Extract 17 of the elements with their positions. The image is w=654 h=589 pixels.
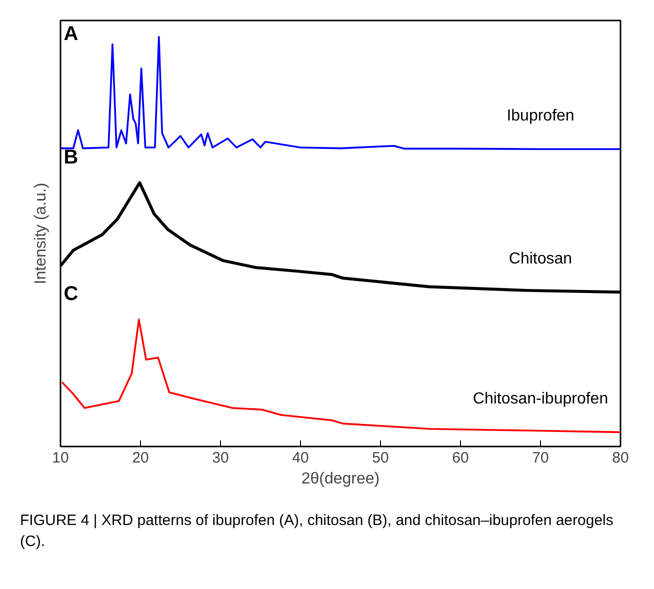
annotation: C xyxy=(64,283,78,306)
x-tick-label: 20 xyxy=(132,450,149,466)
annotation: B xyxy=(64,146,78,168)
x-tick-label: 70 xyxy=(532,450,549,466)
x-tick-label: 40 xyxy=(292,450,309,466)
series-label: Chitosan xyxy=(508,250,572,268)
annotation: A xyxy=(64,23,78,46)
x-tick-label: 50 xyxy=(372,450,389,466)
series-label: Chitosan-ibuprofen xyxy=(472,390,608,408)
caption: FIGURE 4 | XRD patterns of ibuprofen (A), chitosan (B), and chitosan–ibuprofen aerogels (C). xyxy=(20,511,614,552)
x-tick-label: 30 xyxy=(212,450,229,466)
series-label: Ibuprofen xyxy=(506,108,574,125)
y-axis-title: Intensity (a.u.) xyxy=(32,182,50,284)
x-tick-label: 80 xyxy=(612,450,629,466)
x-tick-label: 60 xyxy=(452,450,469,466)
x-axis-title: 2θ(degree) xyxy=(301,470,380,488)
x-tick-label: 10 xyxy=(52,450,69,466)
